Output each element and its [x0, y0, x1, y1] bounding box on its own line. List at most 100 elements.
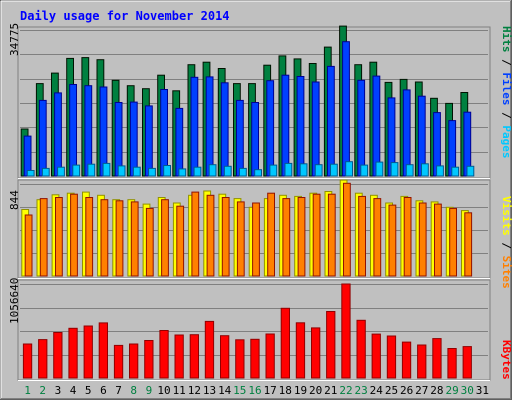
bar-sites-day-17	[267, 192, 276, 277]
x-tick-label-day-21: 21	[324, 384, 337, 397]
bar-sites-day-24	[373, 198, 382, 277]
bar-pages-day-9	[148, 167, 156, 177]
bar-sites-day-11	[176, 205, 185, 277]
bar-kbytes-day-2	[38, 339, 48, 379]
bar-kbytes-day-8	[129, 343, 139, 379]
bar-files-day-15	[236, 99, 244, 177]
bar-kbytes-day-6	[98, 322, 108, 379]
bar-pages-day-26	[405, 164, 414, 177]
x-tick-label-day-20: 20	[309, 384, 322, 397]
bar-pages-day-18	[284, 162, 293, 177]
x-tick-label-day-8: 8	[130, 384, 137, 397]
bar-pages-day-23	[360, 164, 369, 177]
x-tick-label-day-28: 28	[430, 384, 443, 397]
x-tick-label-day-7: 7	[115, 384, 122, 397]
bar-kbytes-day-12	[189, 334, 199, 379]
bar-kbytes-day-20	[311, 327, 321, 379]
bar-files-day-11	[175, 107, 184, 177]
bar-sites-day-2	[39, 198, 48, 277]
bar-sites-day-16	[252, 202, 260, 277]
bar-sites-day-15	[236, 201, 245, 277]
y-axis-label: Visits / Sites	[500, 196, 512, 289]
x-tick-label-day-3: 3	[55, 384, 62, 397]
bar-kbytes-day-11	[174, 334, 184, 379]
bar-pages-day-1	[26, 170, 35, 177]
bar-files-day-3	[54, 92, 62, 177]
bar-kbytes-day-16	[250, 338, 260, 379]
bar-pages-day-29	[451, 166, 460, 177]
x-tick-label-day-24: 24	[370, 384, 384, 397]
bar-kbytes-day-29	[447, 348, 457, 379]
bar-pages-day-13	[208, 164, 217, 177]
bar-sites-day-6	[100, 199, 109, 277]
bar-pages-day-28	[436, 165, 444, 177]
x-tick-label-day-9: 9	[146, 384, 153, 397]
bar-sites-day-10	[161, 199, 169, 277]
bar-files-day-12	[190, 76, 199, 177]
bar-sites-day-8	[130, 201, 139, 277]
bar-kbytes-day-22	[341, 283, 351, 379]
bar-sites-day-5	[85, 197, 94, 277]
bar-pages-day-2	[41, 167, 50, 177]
chart-panels: 34775 Hits / Files / Pages 844 Visits / Sit…	[8, 23, 512, 381]
x-tick-label-day-2: 2	[39, 384, 46, 397]
x-tick-label-day-30: 30	[461, 384, 474, 397]
x-tick-label-day-27: 27	[415, 384, 428, 397]
x-axis-day-labels: 1 2 3 4 5 6 7 8 9 10 11 12 13 14 15 16 17 18 19 20 21 22 23 24 2…	[24, 384, 489, 397]
x-tick-label-day-5: 5	[85, 384, 92, 397]
x-tick-label-day-22: 22	[339, 384, 352, 397]
bar-files-day-17	[266, 80, 275, 177]
bar-sites-day-23	[358, 195, 367, 277]
panel-hits: 34775 Hits / Files / Pages	[8, 23, 512, 179]
x-tick-label-day-25: 25	[385, 384, 398, 397]
bar-kbytes-day-30	[462, 346, 472, 379]
bar-files-day-23	[357, 79, 366, 177]
bar-kbytes-day-10	[159, 330, 169, 379]
x-tick-label-day-31: 31	[476, 384, 489, 397]
bar-kbytes-day-25	[386, 335, 397, 379]
bar-pages-day-6	[102, 162, 111, 177]
bar-files-day-4	[69, 84, 77, 177]
bar-sites-day-9	[145, 207, 154, 277]
bar-kbytes-day-13	[204, 320, 215, 379]
bar-sites-day-19	[297, 197, 306, 277]
bar-pages-day-24	[375, 161, 384, 177]
bar-kbytes-day-7	[113, 344, 124, 379]
bar-kbytes-day-24	[371, 333, 381, 379]
x-tick-label-day-16: 16	[248, 384, 261, 397]
bar-files-day-14	[220, 82, 229, 177]
y-axis-label-part: Pages	[500, 125, 512, 158]
bar-files-day-9	[145, 105, 153, 177]
y-max-label: 844	[8, 190, 21, 210]
bar-sites-day-29	[449, 207, 458, 277]
bar-sites-day-13	[206, 194, 215, 277]
bar-pages-day-21	[330, 163, 338, 177]
x-tick-label-day-23: 23	[354, 384, 367, 397]
x-tick-label-day-17: 17	[264, 384, 277, 397]
bar-kbytes-day-28	[432, 338, 442, 379]
bar-files-day-21	[327, 65, 335, 177]
x-tick-label-day-4: 4	[70, 384, 77, 397]
bar-pages-day-20	[314, 164, 323, 177]
bar-files-day-22	[342, 41, 350, 177]
bar-sites-day-30	[464, 212, 473, 277]
bar-sites-day-20	[312, 193, 321, 277]
bar-files-day-10	[160, 89, 168, 177]
bar-kbytes-day-23	[356, 319, 366, 379]
bar-pages-day-7	[117, 165, 126, 177]
bar-files-day-20	[311, 81, 320, 177]
bar-sites-day-25	[388, 204, 397, 277]
panel-sites: 844 Visits / Sites	[8, 179, 512, 289]
x-tick-label-day-19: 19	[294, 384, 307, 397]
bar-pages-day-5	[87, 163, 96, 177]
bar-sites-day-22	[343, 182, 351, 277]
bar-kbytes-day-27	[417, 344, 427, 379]
bar-files-day-2	[38, 99, 47, 177]
bar-pages-day-8	[132, 166, 141, 177]
bar-sites-day-3	[55, 197, 63, 277]
bar-kbytes-day-14	[220, 335, 230, 379]
bar-pages-day-22	[345, 161, 354, 177]
bar-kbytes-day-15	[235, 339, 245, 379]
y-axis-label-separator: /	[500, 53, 512, 73]
